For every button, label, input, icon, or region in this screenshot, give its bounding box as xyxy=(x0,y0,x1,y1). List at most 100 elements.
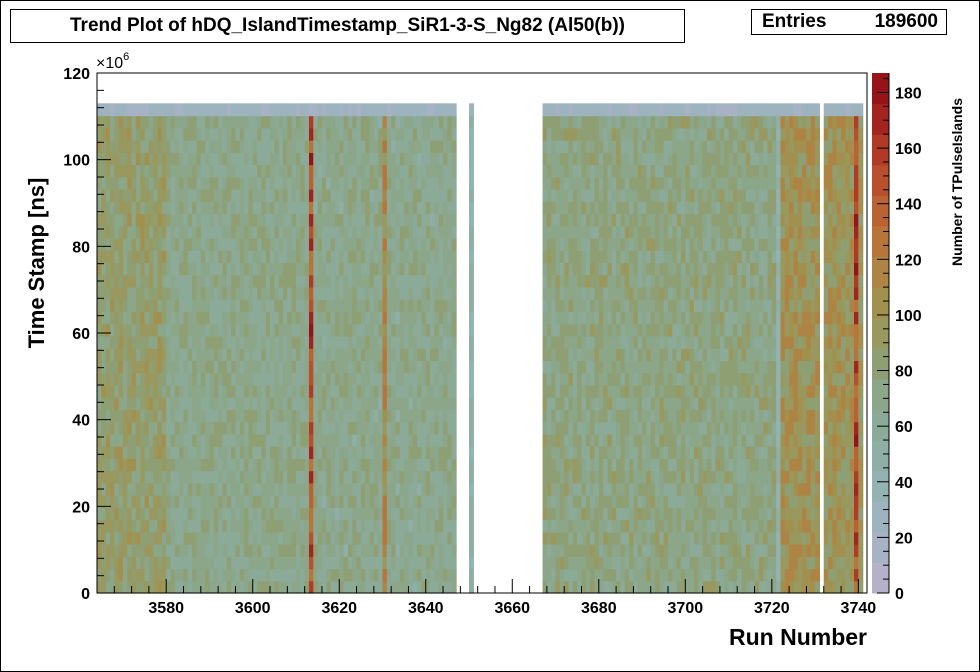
heatmap-cell xyxy=(265,299,271,313)
heatmap-cell xyxy=(192,360,198,374)
heatmap-cell xyxy=(629,433,635,447)
heatmap-cell xyxy=(321,311,327,325)
heatmap-cell xyxy=(693,519,699,533)
heatmap-cell xyxy=(391,311,397,325)
heatmap-cell xyxy=(339,164,345,178)
heatmap-cell xyxy=(356,164,362,178)
heatmap-cell xyxy=(637,103,643,117)
heatmap-cell xyxy=(555,140,561,153)
heatmap-cell xyxy=(135,360,141,374)
heatmap-cell xyxy=(572,531,578,545)
heatmap-cell xyxy=(140,299,146,313)
heatmap-cell xyxy=(213,323,219,337)
heatmap-cell xyxy=(326,348,332,362)
heatmap-cell xyxy=(144,507,150,521)
heatmap-cell xyxy=(109,274,115,288)
heatmap-cell xyxy=(313,176,319,190)
heatmap-cell xyxy=(213,519,219,533)
heatmap-cell xyxy=(326,372,332,386)
heatmap-cell xyxy=(546,421,552,435)
heatmap-cell xyxy=(135,311,141,325)
heatmap-cell xyxy=(295,225,301,239)
heatmap-cell xyxy=(655,140,660,153)
heatmap-cell xyxy=(568,201,574,215)
heatmap-cell xyxy=(222,152,228,166)
heatmap-cell xyxy=(127,274,133,288)
heatmap-cell xyxy=(555,568,561,582)
heatmap-cell xyxy=(287,274,293,288)
heatmap-cell xyxy=(187,201,193,215)
heatmap-cell xyxy=(386,262,392,276)
heatmap-cell xyxy=(663,372,669,386)
heatmap-cell xyxy=(425,176,431,190)
heatmap-cell xyxy=(248,299,254,313)
heatmap-cell xyxy=(122,482,128,496)
heatmap-cell xyxy=(148,495,154,508)
heatmap-cell xyxy=(261,286,267,300)
heatmap-cell xyxy=(568,433,574,447)
heatmap-cell xyxy=(114,482,120,496)
heatmap-cell xyxy=(598,433,604,447)
heatmap-cell xyxy=(252,433,258,447)
heatmap-cell xyxy=(382,519,388,533)
heatmap-cell xyxy=(265,409,271,423)
heatmap-cell xyxy=(304,348,310,362)
heatmap-cell xyxy=(672,164,678,178)
heatmap-cell xyxy=(572,286,578,300)
heatmap-cell xyxy=(659,519,665,533)
heatmap-cell xyxy=(443,323,448,337)
heatmap-cell xyxy=(334,544,340,557)
heatmap-cell xyxy=(542,531,548,545)
heatmap-cell xyxy=(330,348,336,362)
heatmap-cell xyxy=(166,115,172,129)
heatmap-cell xyxy=(209,421,215,435)
heatmap-cell xyxy=(551,250,557,264)
heatmap-cell xyxy=(577,225,583,239)
heatmap-cell xyxy=(248,507,254,521)
heatmap-cell xyxy=(157,544,163,557)
heatmap-cell xyxy=(715,495,721,508)
heatmap-cell xyxy=(642,335,647,349)
heatmap-cell xyxy=(153,470,159,484)
heatmap-cell xyxy=(711,103,717,117)
heatmap-cell xyxy=(161,348,167,362)
heatmap-cell xyxy=(261,409,267,423)
heatmap-cell xyxy=(590,225,596,239)
heatmap-cell xyxy=(391,360,397,374)
heatmap-cell xyxy=(663,531,669,545)
heatmap-cell xyxy=(417,409,423,423)
heatmap-cell xyxy=(689,372,695,386)
heatmap-cell xyxy=(365,299,371,313)
heatmap-cell xyxy=(395,348,401,362)
heatmap-cell xyxy=(395,201,401,215)
heatmap-cell xyxy=(706,311,712,325)
heatmap-cell xyxy=(257,519,262,533)
heatmap-cell xyxy=(334,250,340,264)
heatmap-cell xyxy=(680,397,686,410)
heatmap-cell xyxy=(313,397,319,410)
heatmap-cell xyxy=(659,299,665,313)
heatmap-cell xyxy=(395,115,401,129)
heatmap-cell xyxy=(551,225,557,239)
heatmap-cell xyxy=(153,311,159,325)
heatmap-cell xyxy=(443,360,448,374)
heatmap-cell xyxy=(339,531,345,545)
heatmap-cell xyxy=(469,372,474,386)
heatmap-cell xyxy=(347,580,353,594)
heatmap-cell xyxy=(417,482,423,496)
heatmap-cell xyxy=(421,519,427,533)
heatmap-cell xyxy=(408,372,414,386)
heatmap-cell xyxy=(209,225,215,239)
heatmap-cell xyxy=(330,299,336,313)
heatmap-cell xyxy=(624,372,630,386)
heatmap-cell xyxy=(270,323,275,337)
heatmap-cell xyxy=(183,421,189,435)
heatmap-cell xyxy=(594,213,600,227)
heatmap-cell xyxy=(278,372,284,386)
heatmap-cell xyxy=(313,580,319,594)
heatmap-cell xyxy=(399,152,405,166)
heatmap-cell xyxy=(655,103,660,117)
heatmap-cell xyxy=(624,446,630,459)
heatmap-cell xyxy=(97,323,102,337)
heatmap-cell xyxy=(287,580,293,594)
